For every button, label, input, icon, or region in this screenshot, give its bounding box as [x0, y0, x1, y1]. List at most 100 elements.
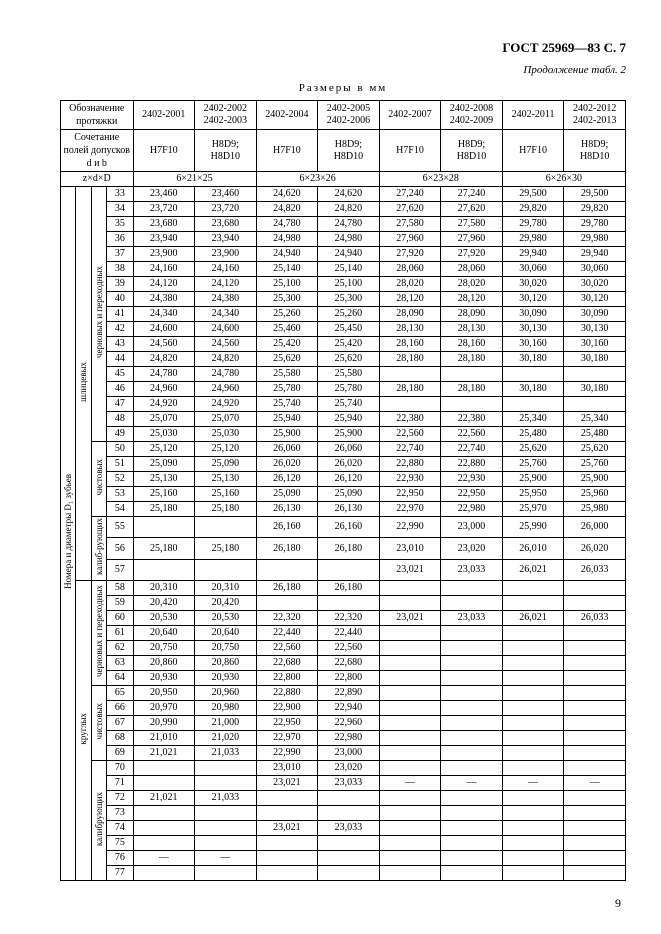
- table-row: 5920,42020,420: [61, 596, 626, 611]
- table-cell: [379, 761, 441, 776]
- table-cell: [133, 776, 195, 791]
- table-cell: 24,160: [133, 262, 195, 277]
- table-row: чистовых5025,12025,12026,06026,06022,740…: [61, 442, 626, 457]
- table-cell: 25,740: [256, 397, 318, 412]
- table-cell: 52: [107, 472, 133, 487]
- table-cell: 25,090: [195, 457, 257, 472]
- table-cell: 21,021: [133, 746, 195, 761]
- group-label: чистовых: [91, 442, 106, 517]
- table-cell: 29,780: [502, 217, 564, 232]
- table-cell: 22,880: [256, 686, 318, 701]
- table-cell: 25,070: [133, 412, 195, 427]
- table-cell: 28,090: [379, 307, 441, 322]
- tolerance-label: Сочетание полей допусков d и b: [61, 130, 134, 172]
- table-cell: 20,530: [195, 611, 257, 626]
- table-row: 6120,64020,64022,44022,440: [61, 626, 626, 641]
- table-cell: 20,930: [195, 671, 257, 686]
- table-cell: 30,180: [564, 382, 626, 397]
- table-cell: 27,620: [379, 202, 441, 217]
- table-cell: 23,033: [318, 821, 380, 836]
- table-cell: [441, 866, 503, 881]
- table-cell: —: [502, 776, 564, 791]
- table-cell: 53: [107, 487, 133, 502]
- table-row: 7123,02123,033————: [61, 776, 626, 791]
- table-cell: [256, 596, 318, 611]
- table-cell: 25,900: [502, 472, 564, 487]
- table-cell: 26,160: [256, 517, 318, 538]
- table-cell: 27,240: [441, 187, 503, 202]
- table-cell: [441, 731, 503, 746]
- table-cell: 30,020: [502, 277, 564, 292]
- col-header: H7F10: [133, 130, 195, 172]
- gost-header: ГОСТ 25969—83 С. 7: [60, 40, 626, 56]
- table-cell: 26,180: [256, 581, 318, 596]
- table-cell: 40: [107, 292, 133, 307]
- col-header: H8D9; H8D10: [318, 130, 380, 172]
- table-cell: 25,340: [502, 412, 564, 427]
- table-cell: 29,500: [502, 187, 564, 202]
- table-cell: 60: [107, 611, 133, 626]
- table-row: 5325,16025,16025,09025,09022,95022,95025…: [61, 487, 626, 502]
- table-cell: 22,900: [256, 701, 318, 716]
- table-cell: 25,100: [256, 277, 318, 292]
- table-cell: 24,560: [195, 337, 257, 352]
- table-cell: 28,180: [379, 352, 441, 367]
- table-cell: 26,120: [256, 472, 318, 487]
- table-cell: 23,720: [133, 202, 195, 217]
- col-header: H7F10: [379, 130, 441, 172]
- col-header: 2402-2007: [379, 101, 441, 130]
- table-cell: [379, 746, 441, 761]
- table-cell: —: [133, 851, 195, 866]
- table-cell: 20,750: [195, 641, 257, 656]
- col-header: 2402-2001: [133, 101, 195, 130]
- table-row: 4524,78024,78025,58025,580: [61, 367, 626, 382]
- col-header: 2402-2005 2402-2006: [318, 101, 380, 130]
- table-cell: 49: [107, 427, 133, 442]
- table-row: 4624,96024,96025,78025,78028,18028,18030…: [61, 382, 626, 397]
- table-cell: 20,990: [133, 716, 195, 731]
- table-row: 76——: [61, 851, 626, 866]
- table-cell: 26,180: [318, 581, 380, 596]
- table-cell: [318, 559, 380, 580]
- table-row: 6320,86020,86022,68022,680: [61, 656, 626, 671]
- table-cell: 23,010: [256, 761, 318, 776]
- table-cell: [441, 701, 503, 716]
- table-cell: 23,940: [195, 232, 257, 247]
- table-cell: 29,940: [502, 247, 564, 262]
- table-cell: 25,180: [195, 502, 257, 517]
- table-cell: 20,860: [195, 656, 257, 671]
- table-cell: 25,090: [256, 487, 318, 502]
- table-cell: 26,180: [256, 538, 318, 559]
- table-cell: 36: [107, 232, 133, 247]
- table-cell: 24,920: [133, 397, 195, 412]
- table-row: калибрующих7023,01023,020: [61, 761, 626, 776]
- table-cell: 23,010: [379, 538, 441, 559]
- table-cell: [564, 836, 626, 851]
- table-cell: [133, 821, 195, 836]
- table-cell: 23,000: [441, 517, 503, 538]
- table-cell: 23,033: [441, 611, 503, 626]
- table-cell: 41: [107, 307, 133, 322]
- header-row-zdd: z×d×D 6×21×25 6×23×26 6×23×28 6×26×30: [61, 172, 626, 187]
- table-cell: 23,021: [379, 559, 441, 580]
- table-cell: [502, 836, 564, 851]
- table-cell: [256, 559, 318, 580]
- table-cell: 25,480: [564, 427, 626, 442]
- table-cell: 24,600: [133, 322, 195, 337]
- table-cell: 46: [107, 382, 133, 397]
- table-cell: 28,060: [379, 262, 441, 277]
- table-cell: 47: [107, 397, 133, 412]
- table-cell: 30,180: [564, 352, 626, 367]
- table-cell: 69: [107, 746, 133, 761]
- table-cell: 30,180: [502, 382, 564, 397]
- table-row: круглыхчерновых и переходных5820,31020,3…: [61, 581, 626, 596]
- table-cell: 24,600: [195, 322, 257, 337]
- zdd-value: 6×23×28: [379, 172, 502, 187]
- table-cell: 25,030: [133, 427, 195, 442]
- col-header: H7F10: [256, 130, 318, 172]
- table-cell: 24,620: [318, 187, 380, 202]
- table-cell: 25,090: [133, 457, 195, 472]
- table-cell: [441, 806, 503, 821]
- table-cell: 26,020: [564, 538, 626, 559]
- table-cell: [441, 716, 503, 731]
